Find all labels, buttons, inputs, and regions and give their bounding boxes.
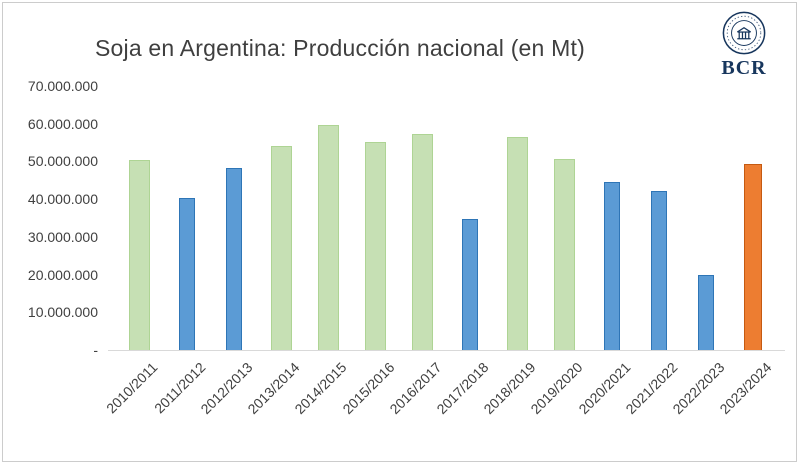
bar-slot: 2013/2014 — [244, 87, 305, 417]
chart-title: Soja en Argentina: Producción nacional (… — [95, 35, 585, 61]
x-axis-label: 2010/2011 — [103, 359, 161, 417]
bar-2019-2020 — [554, 159, 576, 350]
y-axis-tick: - — [93, 342, 98, 358]
y-axis-tick: 30.000.000 — [27, 228, 98, 245]
y-axis-tick: 40.000.000 — [27, 191, 98, 208]
y-axis-tick: 60.000.000 — [27, 115, 98, 132]
bar-slot: 2012/2013 — [197, 87, 257, 417]
bar-slot: 2017/2018 — [433, 87, 494, 417]
bar-2018-2019 — [506, 137, 528, 350]
bar-2015-2016 — [365, 141, 387, 350]
bar-slot: 2023/2024 — [717, 87, 777, 417]
bar-2021-2022 — [651, 191, 668, 350]
y-axis-tick: 20.000.000 — [27, 266, 98, 283]
bar-slot: 2018/2019 — [481, 87, 541, 417]
bar-2010-2011 — [129, 160, 151, 350]
bar-2016-2017 — [412, 134, 434, 350]
bar-slot: 2010/2011 — [104, 87, 163, 416]
bar-slot: 2022/2023 — [669, 87, 730, 417]
bar-chart: 70.000.000 60.000.000 50.000.000 40.000.000… — [13, 78, 785, 417]
bar-2014-2015 — [317, 124, 339, 350]
y-axis-tick: 70.000.000 — [27, 78, 98, 94]
bar-slot: 2015/2016 — [339, 87, 399, 417]
bar-slot: 2020/2021 — [575, 87, 635, 417]
bar-2017-2018 — [462, 218, 479, 350]
y-axis-tick: 50.000.000 — [27, 153, 98, 170]
bar-slot: 2016/2017 — [386, 87, 446, 417]
bcr-logo-text: BCR — [721, 57, 767, 79]
bar-2011-2012 — [178, 197, 195, 350]
bar-2013-2014 — [270, 146, 292, 350]
bar-slot: 2021/2022 — [622, 87, 682, 417]
y-axis: 70.000.000 60.000.000 50.000.000 40.000.000… — [13, 78, 108, 358]
y-axis-tick: 10.000.000 — [27, 304, 98, 321]
bar-2012-2013 — [226, 168, 243, 350]
bar-2022-2023 — [698, 274, 715, 350]
bar-slot: 2011/2012 — [151, 87, 210, 416]
bar-slot: 2019/2020 — [528, 87, 588, 417]
bcr-emblem-icon — [722, 11, 766, 55]
bar-2020-2021 — [603, 181, 620, 350]
plot-area: 2010/2011 2011/2012 2012/2013 2013/2014 2014… — [104, 87, 785, 417]
bar-2023-2024 — [744, 163, 763, 350]
bcr-logo: BCR — [708, 10, 780, 80]
plot-wrap: 2010/2011 2011/2012 2012/2013 2013/2014 2014… — [104, 87, 785, 417]
bar-slot: 2014/2015 — [292, 87, 352, 417]
